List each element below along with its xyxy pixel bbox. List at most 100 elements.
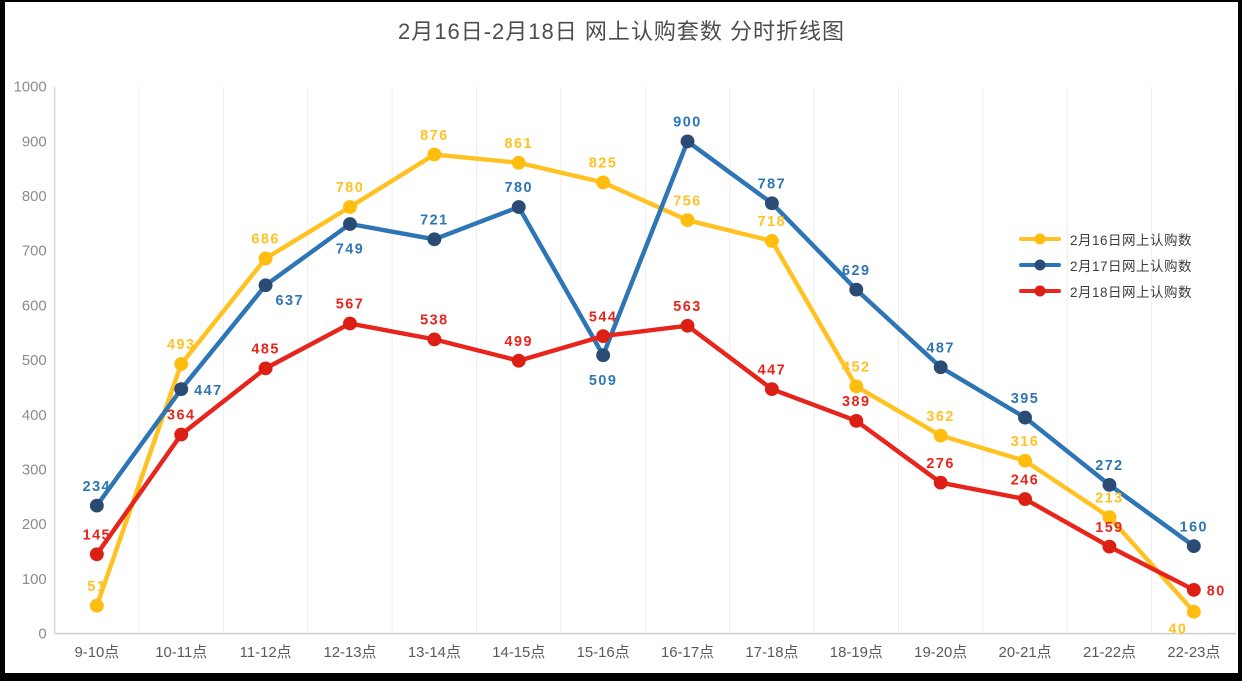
data-point-marker-s2-8 [764, 382, 779, 397]
y-axis-tick-label: 400 [22, 408, 47, 424]
data-label-s2-1: 364 [167, 408, 195, 424]
data-point-marker-s0-9 [849, 379, 864, 394]
data-point-marker-s2-9 [849, 413, 864, 428]
data-point-marker-s1-2 [258, 278, 273, 293]
data-label-s2-10: 276 [926, 456, 954, 472]
data-point-marker-s2-10 [933, 475, 948, 490]
data-point-marker-s0-1 [174, 357, 189, 371]
data-label-s0-3: 780 [336, 180, 364, 196]
series-line-2 [94, 321, 1197, 593]
data-point-marker-s2-0 [89, 547, 104, 562]
x-axis-tick-label: 21-22点 [1083, 644, 1136, 661]
data-point-marker-s2-5 [511, 353, 526, 368]
x-axis-tick-label: 19-20点 [914, 644, 967, 661]
data-label-s0-1: 493 [167, 337, 195, 353]
data-label-s2-7: 563 [673, 299, 701, 315]
chart-title: 2月16日-2月18日 网上认购套数 分时折线图 [398, 19, 845, 44]
x-axis-tick-label: 13-14点 [408, 644, 461, 661]
data-label-s0-4: 876 [420, 128, 448, 144]
data-point-marker-s0-7 [680, 213, 695, 228]
data-label-s2-5: 499 [505, 334, 533, 350]
y-axis-tick-label: 1000 [14, 80, 47, 96]
data-label-s0-11: 316 [1011, 434, 1039, 450]
data-label-s1-6: 509 [589, 373, 617, 389]
data-label-s0-10: 362 [926, 409, 954, 425]
x-axis-tick-label: 16-17点 [661, 644, 714, 661]
x-axis-tick-label: 12-13点 [324, 644, 377, 661]
data-label-s1-11: 395 [1011, 391, 1039, 407]
y-axis-tick-label: 0 [38, 627, 46, 643]
x-axis-tick-label: 20-21点 [999, 644, 1052, 661]
data-point-marker-s2-11 [1018, 492, 1033, 506]
data-point-marker-s1-3 [343, 217, 357, 231]
data-point-marker-s1-5 [511, 200, 526, 214]
data-point-marker-s2-3 [343, 316, 357, 331]
y-axis-tick-label: 700 [22, 244, 47, 260]
x-axis-tick-label: 15-16点 [577, 644, 630, 661]
data-label-s0-6: 825 [589, 156, 617, 172]
data-point-marker-s1-8 [764, 196, 779, 211]
data-label-s2-12: 159 [1095, 520, 1123, 536]
data-point-marker-s1-12 [1102, 477, 1117, 492]
line-chart: 0 100 200 300 400 500 600 700 800 900 1000 9-10点 10-… [14, 80, 1237, 661]
y-axis-tick-label: 600 [22, 298, 47, 314]
data-label-s2-9: 389 [842, 394, 870, 410]
x-axis-tick-label: 18-19点 [830, 644, 883, 661]
data-label-s0-9: 452 [842, 360, 870, 376]
data-label-s2-0: 145 [83, 528, 111, 544]
x-axis-tick-label: 9-10点 [74, 644, 119, 661]
y-axis-tick-label: 900 [22, 134, 47, 150]
data-label-s1-1: 447 [194, 383, 222, 399]
data-point-marker-s0-11 [1018, 453, 1033, 468]
data-label-s2-4: 538 [420, 313, 448, 329]
data-point-marker-s2-12 [1102, 539, 1117, 554]
data-point-marker-s1-11 [1018, 410, 1033, 425]
series-line-0 [94, 152, 1197, 614]
legend-swatch-feb17 [1019, 259, 1061, 271]
data-point-marker-s0-12 [1102, 510, 1117, 525]
data-point-marker-s1-9 [849, 282, 864, 297]
legend-swatch-feb16 [1019, 233, 1061, 245]
data-label-s1-10: 487 [926, 341, 954, 357]
data-point-marker-s1-10 [933, 360, 948, 375]
data-label-s2-6: 544 [589, 309, 617, 325]
y-axis-tick-label: 500 [22, 353, 47, 369]
data-point-marker-s1-13 [1186, 539, 1201, 553]
legend-item-feb16: 2月16日网上认购数 [1019, 228, 1192, 249]
x-axis-tick-label: 11-12点 [240, 644, 292, 661]
data-point-marker-s0-8 [764, 234, 779, 248]
series-line-1 [94, 139, 1197, 549]
legend-item-feb17: 2月17日网上认购数 [1019, 254, 1192, 275]
data-label-s0-2: 686 [251, 232, 279, 248]
data-point-marker-s0-2 [258, 251, 273, 266]
data-label-s1-12: 272 [1095, 458, 1123, 474]
data-point-marker-s1-1 [174, 382, 189, 397]
data-label-s2-11: 246 [1011, 472, 1039, 488]
data-label-s0-5: 861 [505, 136, 533, 152]
data-label-s2-3: 567 [336, 297, 364, 313]
data-point-marker-s1-4 [427, 232, 442, 247]
data-label-s0-8: 718 [758, 214, 786, 230]
data-point-marker-s1-7 [680, 134, 695, 149]
data-point-marker-s2-2 [258, 361, 273, 376]
data-label-s0-12: 213 [1095, 490, 1123, 506]
data-point-marker-s0-6 [596, 175, 611, 190]
data-label-s2-2: 485 [251, 342, 279, 358]
data-point-marker-s2-6 [596, 329, 611, 343]
data-label-s0-0: 51 [87, 579, 106, 595]
y-axis-tick-label: 100 [22, 572, 47, 588]
data-label-s1-5: 780 [505, 180, 533, 196]
data-point-marker-s2-1 [174, 427, 189, 442]
data-label-s1-3: 749 [336, 242, 364, 258]
legend-swatch-feb18 [1019, 285, 1061, 297]
legend-label-feb17: 2月17日网上认购数 [1070, 258, 1193, 274]
legend-label-feb18: 2月18日网上认购数 [1070, 284, 1193, 300]
legend-label-feb16: 2月16日网上认购数 [1070, 232, 1193, 248]
x-axis-tick-label: 14-15点 [492, 644, 545, 661]
y-axis-tick-label: 200 [22, 517, 47, 533]
y-axis-tick-label: 800 [22, 189, 47, 205]
x-axis-tick-label: 17-18点 [745, 644, 798, 661]
data-point-marker-s0-13 [1186, 604, 1201, 619]
data-label-s1-2: 637 [276, 293, 304, 309]
data-label-s0-7: 756 [673, 193, 701, 209]
